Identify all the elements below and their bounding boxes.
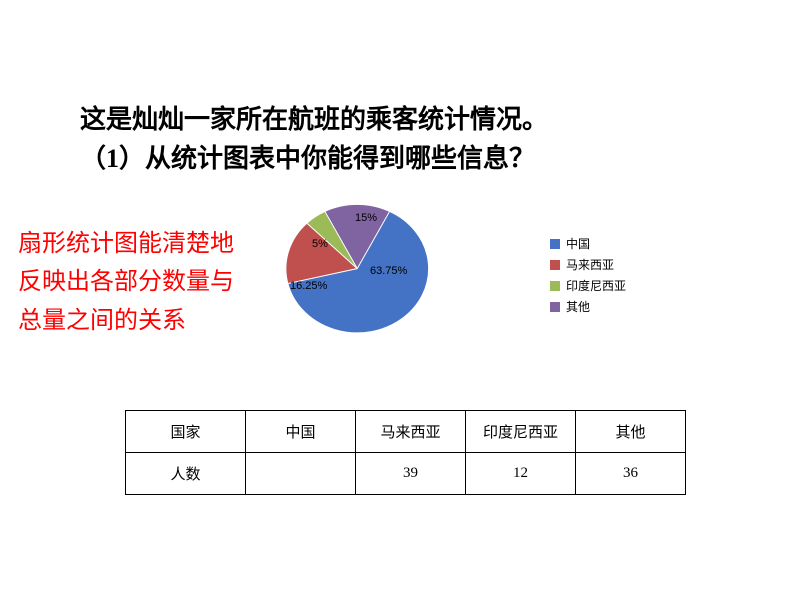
legend-item-3: 其他 [550, 298, 626, 315]
pie-chart-container: 63.75% 16.25% 5% 15% [270, 190, 470, 370]
title-text: 这是灿灿一家所在航班的乘客统计情况。 （1）从统计图表中你能得到哪些信息？ [80, 100, 548, 178]
red-line1: 扇形统计图能清楚地 [18, 225, 234, 263]
legend-text-china: 中国 [566, 235, 590, 252]
table-header-2: 马来西亚 [356, 411, 466, 453]
table-header-row: 国家 中国 马来西亚 印度尼西亚 其他 [126, 411, 686, 453]
legend-swatch-other [550, 302, 560, 312]
pie-label-china: 63.75% [370, 265, 407, 277]
title-line2: （1）从统计图表中你能得到哪些信息？ [80, 139, 548, 178]
chart-legend: 中国 马来西亚 印度尼西亚 其他 [550, 235, 626, 319]
table-header-4: 其他 [576, 411, 686, 453]
red-annotation: 扇形统计图能清楚地 反映出各部分数量与 总量之间的关系 [18, 225, 234, 340]
table-data-row: 人数 39 12 36 [126, 453, 686, 495]
legend-swatch-china [550, 239, 560, 249]
table-header-3: 印度尼西亚 [466, 411, 576, 453]
legend-swatch-indonesia [550, 281, 560, 291]
legend-swatch-malaysia [550, 260, 560, 270]
pie-label-indonesia: 5% [312, 238, 328, 250]
red-line2: 反映出各部分数量与 [18, 263, 234, 301]
red-line3: 总量之间的关系 [18, 302, 234, 340]
legend-item-1: 马来西亚 [550, 256, 626, 273]
title-line1: 这是灿灿一家所在航班的乘客统计情况。 [80, 100, 548, 139]
legend-text-indonesia: 印度尼西亚 [566, 277, 626, 294]
table-cell-4: 36 [576, 453, 686, 495]
table-cell-2: 39 [356, 453, 466, 495]
table-header-0: 国家 [126, 411, 246, 453]
legend-item-2: 印度尼西亚 [550, 277, 626, 294]
legend-item-0: 中国 [550, 235, 626, 252]
pie-label-malaysia: 16.25% [290, 280, 327, 292]
data-table: 国家 中国 马来西亚 印度尼西亚 其他 人数 39 12 36 [125, 410, 686, 495]
pie-label-other: 15% [355, 212, 377, 224]
table-cell-3: 12 [466, 453, 576, 495]
legend-text-other: 其他 [566, 298, 590, 315]
table-cell-0: 人数 [126, 453, 246, 495]
table-header-1: 中国 [246, 411, 356, 453]
table-cell-1 [246, 453, 356, 495]
legend-text-malaysia: 马来西亚 [566, 256, 614, 273]
